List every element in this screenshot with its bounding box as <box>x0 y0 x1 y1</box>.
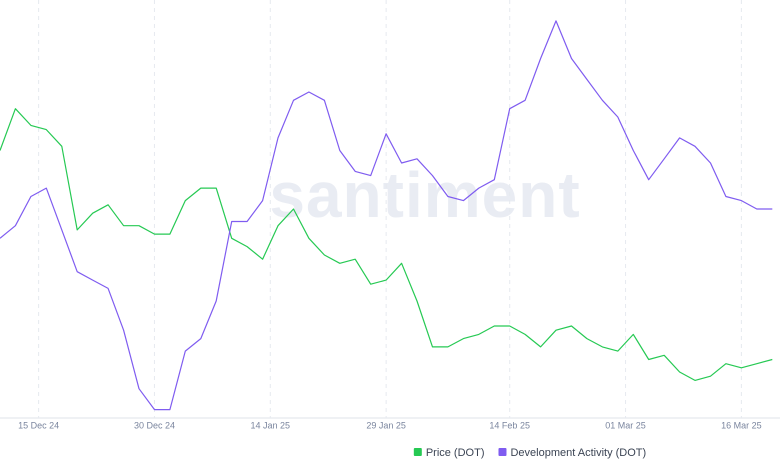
series-line <box>0 20 773 411</box>
legend-swatch <box>498 448 507 456</box>
legend-label: Price (DOT) <box>426 447 485 459</box>
legend-label: Development Activity (DOT) <box>510 447 646 459</box>
x-tick-label: 15 Dec 24 <box>18 420 59 430</box>
legend: Price (DOT) Development Activity (DOT) <box>413 447 646 459</box>
legend-swatch <box>413 448 422 456</box>
watermark: santiment <box>269 159 580 231</box>
x-tick-label: 14 Feb 25 <box>489 420 530 430</box>
x-tick-label: 01 Mar 25 <box>605 420 646 430</box>
x-tick-label: 16 Mar 25 <box>721 420 762 430</box>
series-line <box>0 108 773 381</box>
x-tick-label: 30 Dec 24 <box>134 420 175 430</box>
x-tick-label: 14 Jan 25 <box>251 420 291 430</box>
x-tick-label: 29 Jan 25 <box>366 420 406 430</box>
